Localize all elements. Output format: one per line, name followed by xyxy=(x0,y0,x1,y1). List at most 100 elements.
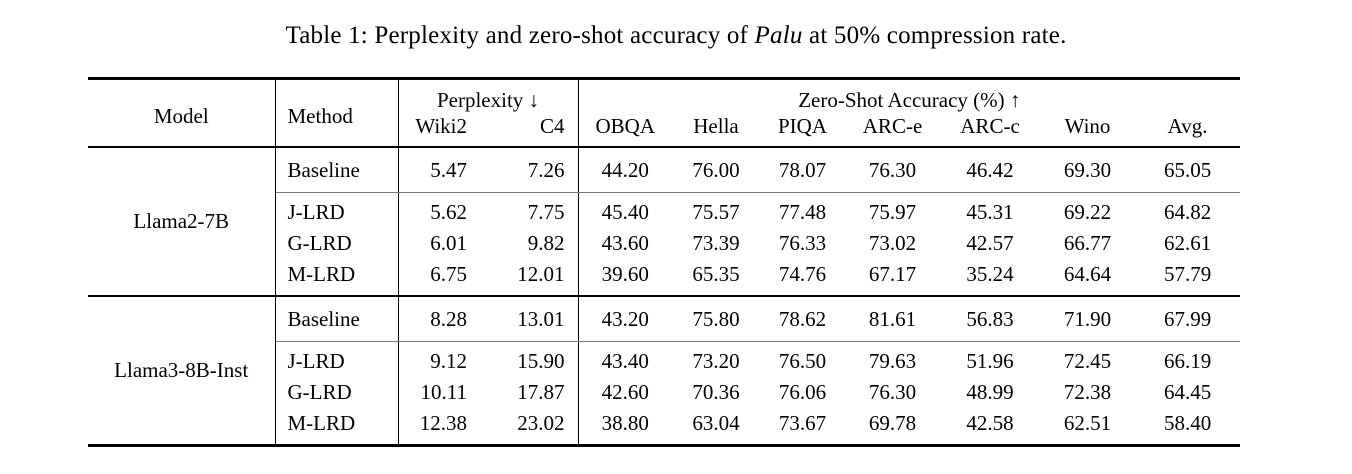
value-cell: 69.78 xyxy=(868,411,917,436)
value-cell: 64.82 xyxy=(1163,199,1212,224)
subheader-avg: Avg. xyxy=(1135,113,1241,148)
value-cell: 76.30 xyxy=(845,146,941,193)
method-cell: G-LRD xyxy=(275,376,399,408)
value-cell: 70.36 xyxy=(692,380,740,404)
value-cell: 43.40 xyxy=(601,348,649,373)
value-cell: 42.58 xyxy=(966,411,1014,436)
value-cell: 79.63 xyxy=(868,348,917,373)
value-cell: 58.40 xyxy=(1163,411,1212,436)
value-cell: 43.20 xyxy=(578,295,673,342)
value-cell: 5.47 xyxy=(398,146,480,193)
value-cell: 42.60 xyxy=(601,380,649,404)
subheader-hella: Hella xyxy=(672,113,761,148)
header-method: Method xyxy=(275,78,399,148)
value-cell: 64.45 xyxy=(1163,380,1212,404)
table-row: G-LRD 6.01 9.82 43.60 73.39 76.33 73.02 … xyxy=(88,227,1240,259)
table-row: M-LRD 12.38 23.02 38.80 63.04 73.67 69.7… xyxy=(88,407,1240,445)
header-row-groups: Model Method Perplexity ↓ Zero-Shot Accu… xyxy=(88,78,1240,148)
method-cell: G-LRD xyxy=(275,227,399,259)
model-cell-llama2-7b: Llama2-7B xyxy=(88,146,276,297)
value-cell: 67.17 xyxy=(845,258,941,297)
value-cell: 65.35 xyxy=(672,258,761,297)
value-cell: 75.80 xyxy=(672,295,761,342)
value-cell: 10.11 xyxy=(420,380,467,404)
value-cell: 76.00 xyxy=(672,146,761,193)
table-row: Llama2-7B Baseline 5.47 7.26 44.20 76.00… xyxy=(88,146,1241,297)
caption-prefix: Table 1: Perplexity and zero-shot accura… xyxy=(285,22,755,49)
value-cell: 69.22 xyxy=(1063,199,1112,224)
value-cell: 9.12 xyxy=(430,348,467,373)
value-cell: 73.02 xyxy=(868,231,917,255)
value-cell: 43.60 xyxy=(601,231,649,255)
value-cell: 35.24 xyxy=(940,258,1041,297)
value-cell: 51.96 xyxy=(966,348,1014,373)
value-cell: 42.57 xyxy=(966,231,1014,255)
value-cell: 74.76 xyxy=(760,258,846,297)
value-cell: 6.75 xyxy=(398,258,480,297)
value-cell: 15.90 xyxy=(480,341,579,377)
method-cell: M-LRD xyxy=(275,258,399,297)
method-cell: J-LRD xyxy=(275,192,399,228)
value-cell: 76.33 xyxy=(778,231,827,255)
value-cell: 46.42 xyxy=(940,146,1041,193)
value-cell: 75.97 xyxy=(868,199,917,224)
value-cell: 76.30 xyxy=(868,380,917,404)
table-row: G-LRD 10.11 17.87 42.60 70.36 76.06 76.3… xyxy=(88,376,1240,408)
header-model: Model xyxy=(88,78,276,148)
value-cell: 17.87 xyxy=(480,376,579,408)
value-cell: 77.48 xyxy=(778,199,827,224)
method-cell: Baseline xyxy=(275,146,399,193)
table-row: M-LRD 6.75 12.01 39.60 65.35 74.76 67.17… xyxy=(88,258,1241,297)
value-cell: 64.64 xyxy=(1040,258,1136,297)
subheader-piqa: PIQA xyxy=(760,113,846,148)
header-row-columns: Wiki2 C4 OBQA Hella PIQA ARC-e ARC-c Win… xyxy=(88,113,1241,148)
value-cell: 48.99 xyxy=(966,380,1014,404)
value-cell: 65.05 xyxy=(1135,146,1241,193)
method-cell: M-LRD xyxy=(275,407,399,445)
value-cell: 39.60 xyxy=(578,258,673,297)
value-cell: 7.75 xyxy=(480,192,579,228)
value-cell: 57.79 xyxy=(1135,258,1241,297)
value-cell: 71.90 xyxy=(1040,295,1136,342)
value-cell: 7.26 xyxy=(480,146,579,193)
subheader-c4: C4 xyxy=(480,113,579,148)
table-row: J-LRD 9.12 15.90 43.40 73.20 76.50 79.63… xyxy=(88,341,1240,377)
subheader-arc-e: ARC-e xyxy=(845,113,941,148)
value-cell: 5.62 xyxy=(430,199,467,224)
subheader-wino: Wino xyxy=(1040,113,1136,148)
value-cell: 81.61 xyxy=(845,295,941,342)
value-cell: 76.50 xyxy=(778,348,827,373)
table-row: Llama3-8B-Inst Baseline 8.28 13.01 43.20… xyxy=(88,295,1241,445)
header-perplexity-group: Perplexity ↓ xyxy=(398,78,579,114)
value-cell: 23.02 xyxy=(480,407,579,445)
caption-suffix: at 50% compression rate. xyxy=(802,22,1067,49)
value-cell: 63.04 xyxy=(692,411,740,436)
value-cell: 62.61 xyxy=(1163,231,1212,255)
value-cell: 44.20 xyxy=(578,146,673,193)
value-cell: 6.01 xyxy=(430,231,467,255)
results-table: Model Method Perplexity ↓ Zero-Shot Accu… xyxy=(88,77,1241,447)
subheader-arc-c: ARC-c xyxy=(940,113,1041,148)
value-cell: 12.01 xyxy=(480,258,579,297)
subheader-obqa: OBQA xyxy=(578,113,673,148)
value-cell: 78.07 xyxy=(760,146,846,193)
table-row: J-LRD 5.62 7.75 45.40 75.57 77.48 75.97 … xyxy=(88,192,1240,228)
value-cell: 75.57 xyxy=(692,199,740,224)
value-cell: 45.31 xyxy=(966,199,1014,224)
value-cell: 78.62 xyxy=(760,295,846,342)
method-cell: Baseline xyxy=(275,295,399,342)
model-cell-llama3-8b-inst: Llama3-8B-Inst xyxy=(88,295,276,445)
value-cell: 69.30 xyxy=(1040,146,1136,193)
table-caption: Table 1: Perplexity and zero-shot accura… xyxy=(0,22,1352,50)
method-cell: J-LRD xyxy=(275,341,399,377)
value-cell: 45.40 xyxy=(601,199,649,224)
value-cell: 76.06 xyxy=(778,380,827,404)
value-cell: 72.45 xyxy=(1063,348,1112,373)
caption-method-name: Palu xyxy=(754,22,803,49)
value-cell: 62.51 xyxy=(1063,411,1112,436)
value-cell: 66.77 xyxy=(1063,231,1112,255)
value-cell: 66.19 xyxy=(1163,348,1212,373)
value-cell: 38.80 xyxy=(601,411,649,436)
value-cell: 67.99 xyxy=(1135,295,1241,342)
